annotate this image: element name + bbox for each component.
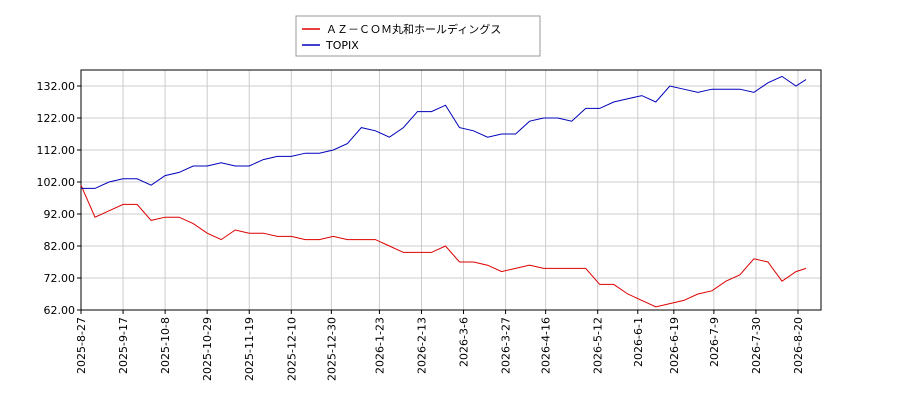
x-tick-label: 2026-4-16 [540, 317, 553, 374]
x-tick-label: 2026-6-1 [632, 317, 645, 367]
legend-label: ＡＺ－ＣＯＭ丸和ホールディングス [326, 22, 501, 36]
y-tick-label: 92.00 [44, 208, 76, 221]
legend-label: TOPIX [325, 39, 359, 52]
x-tick-label: 2026-8-20 [792, 317, 805, 374]
x-tick-label: 2025-8-27 [75, 317, 88, 374]
x-tick-label: 2026-5-12 [592, 317, 605, 374]
y-tick-label: 82.00 [44, 240, 76, 253]
y-tick-label: 62.00 [44, 304, 76, 317]
y-tick-label: 112.00 [37, 144, 76, 157]
x-tick-label: 2025-10-29 [201, 317, 214, 381]
x-tick-label: 2026-6-19 [668, 317, 681, 374]
x-tick-label: 2026-2-13 [415, 317, 428, 374]
x-tick-label: 2025-12-10 [285, 317, 298, 381]
x-tick-label: 2025-9-17 [117, 317, 130, 374]
x-tick-label: 2026-7-30 [750, 317, 763, 374]
x-tick-label: 2026-3-6 [458, 317, 471, 367]
x-tick-label: 2026-3-27 [500, 317, 513, 374]
x-tick-label: 2026-7-9 [708, 317, 721, 367]
x-tick-label: 2025-10-8 [159, 317, 172, 374]
y-tick-label: 72.00 [44, 272, 76, 285]
x-tick-label: 2025-12-30 [325, 317, 338, 381]
y-tick-label: 102.00 [37, 176, 76, 189]
legend-box [295, 15, 541, 57]
line-series [81, 75, 807, 189]
x-tick-label: 2025-11-19 [243, 317, 256, 381]
x-tick-label: 2026-1-23 [373, 317, 386, 374]
line-series [80, 184, 807, 308]
legend: ＡＺ－ＣＯＭ丸和ホールディングス TOPIX [295, 15, 541, 57]
plot-frame [80, 69, 822, 311]
y-tick-label: 132.00 [37, 80, 76, 93]
y-tick-label: 122.00 [37, 112, 76, 125]
